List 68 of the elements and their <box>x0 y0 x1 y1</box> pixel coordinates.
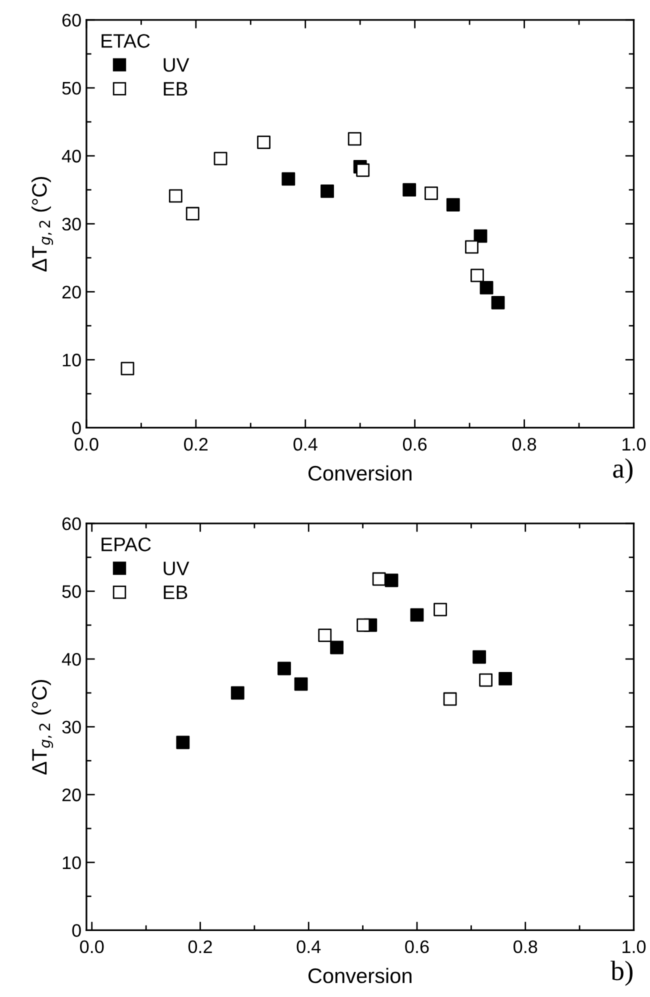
point <box>472 650 486 664</box>
legend-title: EPAC <box>102 538 151 552</box>
point <box>372 572 386 586</box>
x-tick-label: 0.2 <box>188 940 212 954</box>
x-tick-label: 1.0 <box>622 940 646 954</box>
y-tick-label: 60 <box>62 517 81 530</box>
x-tick-label: 0.8 <box>514 940 538 954</box>
point <box>120 362 134 376</box>
point <box>443 692 457 706</box>
point <box>214 152 228 166</box>
point <box>491 296 505 310</box>
point <box>384 574 398 588</box>
legend-label: EB <box>164 82 188 96</box>
x-tick-label: 0.0 <box>80 940 104 954</box>
x-tick-label: 1.0 <box>622 438 646 451</box>
point <box>465 240 478 254</box>
point <box>479 673 493 687</box>
y-axis-title: ΔT$_{g,2}$ (°C) <box>32 680 54 775</box>
point <box>176 736 190 750</box>
x-axis-title: Conversion <box>308 465 412 481</box>
y-tick-label: 0 <box>72 422 81 434</box>
point <box>474 229 488 243</box>
x-axis-title: Conversion <box>308 968 412 984</box>
y-tick-label: 0 <box>72 924 81 937</box>
y-tick-label: 60 <box>62 14 81 27</box>
point <box>318 628 332 642</box>
x-tick-label: 0.6 <box>402 438 427 451</box>
point <box>294 677 308 691</box>
point <box>278 662 291 676</box>
point <box>498 672 512 686</box>
point <box>470 268 484 282</box>
x-tick-label: 0.4 <box>296 940 321 954</box>
legend-label: UV <box>164 562 190 576</box>
y-tick-label: 50 <box>62 82 81 95</box>
y-tick-label: 10 <box>62 354 81 366</box>
point <box>168 189 182 203</box>
point <box>320 184 334 198</box>
y-tick-label: 50 <box>62 585 81 598</box>
y-tick-label: 30 <box>62 218 81 231</box>
x-tick-label: 0.6 <box>405 940 429 954</box>
point <box>330 640 344 654</box>
legend-label: UV <box>164 58 190 72</box>
y-tick-label: 40 <box>62 652 81 666</box>
point <box>402 183 416 197</box>
y-tick-label: 30 <box>62 720 81 734</box>
point <box>356 618 370 632</box>
point <box>230 686 244 700</box>
legend-label: EB <box>164 586 188 600</box>
x-tick-label: 0.4 <box>294 438 318 451</box>
y-tick-label: 40 <box>62 150 81 163</box>
x-tick-label: 0.8 <box>512 438 536 451</box>
point <box>410 608 424 622</box>
point <box>480 281 494 294</box>
legend-title: ETAC <box>102 34 150 48</box>
text: a) <box>613 458 633 484</box>
point <box>282 172 296 186</box>
y-tick-label: 20 <box>62 788 81 802</box>
x-tick-label: 0.0 <box>74 438 98 451</box>
point <box>446 198 460 212</box>
x-tick-label: 0.2 <box>184 438 208 451</box>
point <box>348 132 362 146</box>
text: b) <box>610 960 633 986</box>
point <box>186 206 200 220</box>
y-axis-title: ΔT$_{g,2}$ (°C) <box>32 176 54 272</box>
point <box>434 602 448 616</box>
y-tick-label: 20 <box>62 286 81 299</box>
point <box>356 163 370 177</box>
y-tick-label: 10 <box>62 856 81 870</box>
